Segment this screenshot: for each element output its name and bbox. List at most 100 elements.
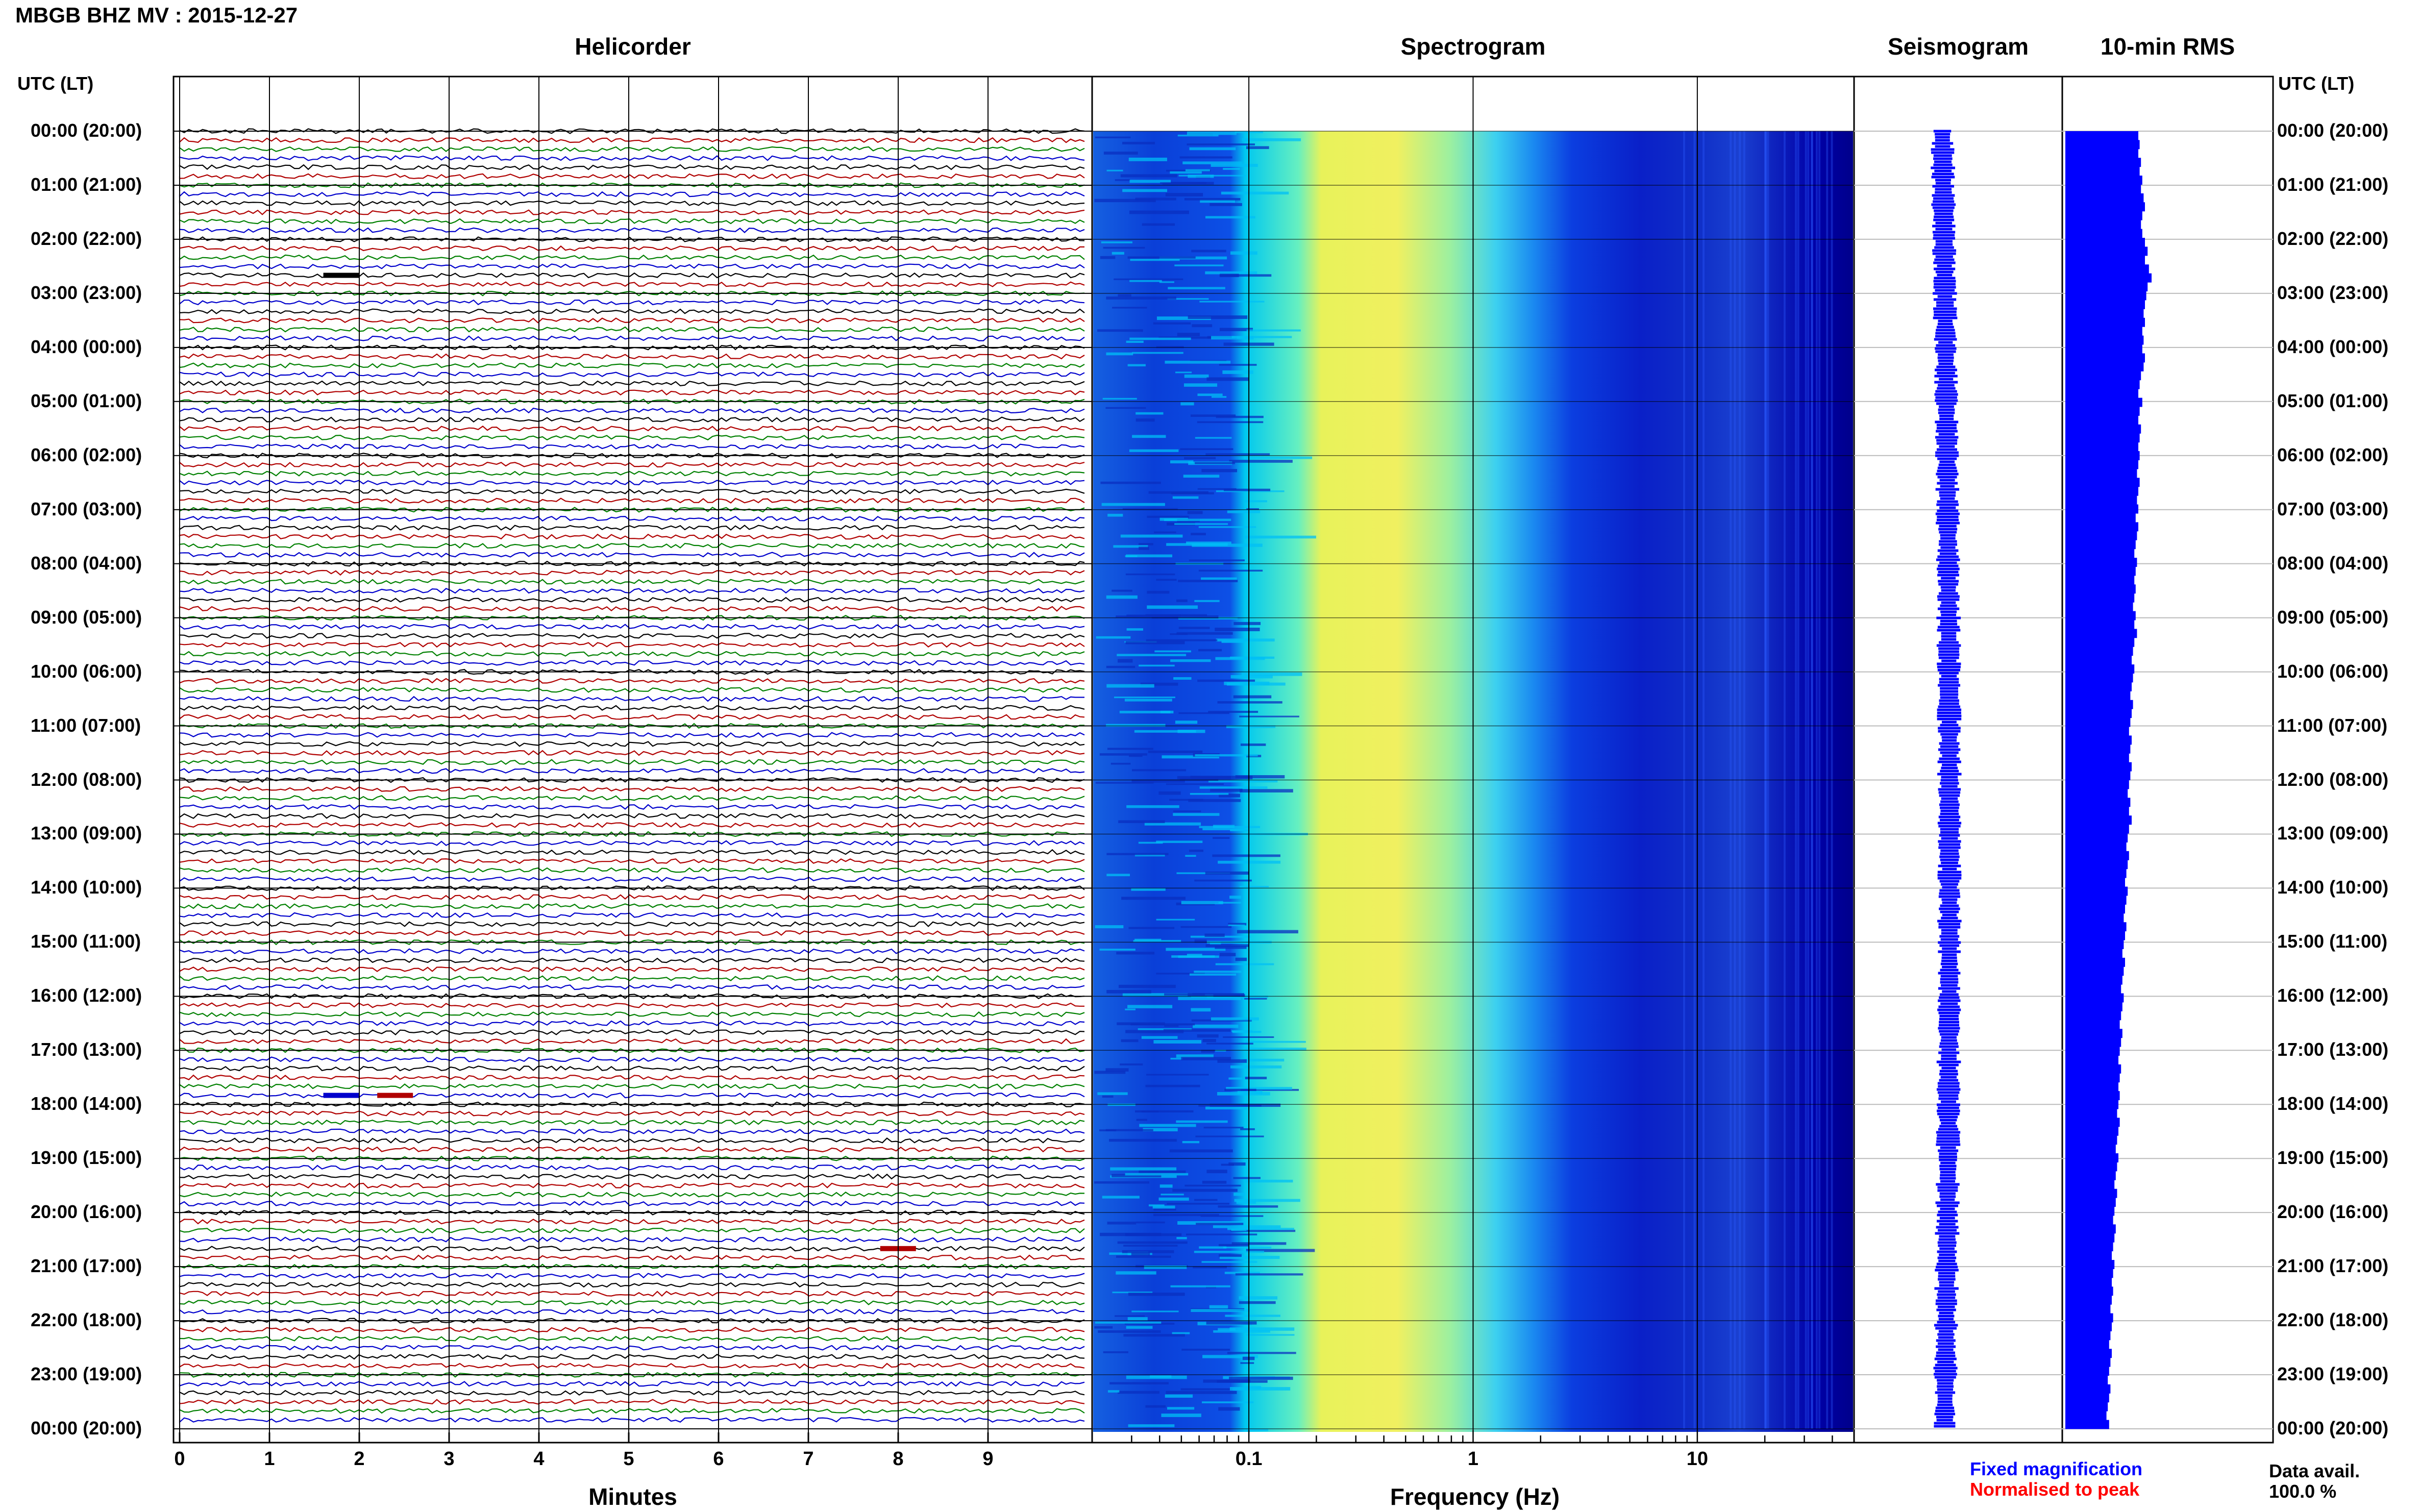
spectrogram-band bbox=[1218, 902, 1242, 904]
helicorder-trace bbox=[179, 1182, 1085, 1189]
spectrogram-band bbox=[1240, 1088, 1299, 1091]
spectrogram-band bbox=[1182, 161, 1243, 164]
time-label-left: 05:00 (01:00) bbox=[31, 390, 142, 411]
spectrogram-band bbox=[1106, 684, 1154, 688]
time-label-right: 01:00 (21:00) bbox=[2277, 173, 2389, 195]
spectrogram-band bbox=[1189, 559, 1245, 561]
spectrogram-band bbox=[1174, 264, 1224, 266]
spectrogram-band bbox=[1211, 164, 1258, 167]
spectrogram-band bbox=[1102, 1196, 1140, 1199]
rms-bar bbox=[2065, 1393, 2109, 1403]
spectrogram-band bbox=[1217, 1092, 1270, 1096]
rms-bar bbox=[2065, 726, 2129, 736]
rms-bar bbox=[2065, 344, 2142, 354]
spectrogram-band bbox=[1169, 799, 1203, 801]
helicorder-title: Helicorder bbox=[575, 33, 691, 60]
rms-bar bbox=[2065, 1402, 2108, 1411]
spectrogram-band bbox=[1115, 1315, 1145, 1317]
spectrogram-band bbox=[1107, 1390, 1120, 1393]
spectrogram-band bbox=[1132, 352, 1183, 354]
helicorder-trace bbox=[179, 515, 1085, 522]
rms-bar bbox=[2065, 1304, 2111, 1314]
spectrogram-band bbox=[1178, 580, 1238, 582]
helicorder-trace bbox=[179, 984, 1085, 990]
spectrogram-band bbox=[1189, 147, 1236, 151]
helicorder-trace bbox=[179, 912, 1085, 919]
rms-bar bbox=[2065, 211, 2142, 220]
helicorder-trace bbox=[179, 903, 1085, 909]
spectrogram-band bbox=[1194, 1251, 1265, 1253]
spectrogram-band bbox=[1231, 1242, 1287, 1245]
spectrogram-band bbox=[1144, 822, 1201, 826]
legend-fixed-magnification: Fixed magnification bbox=[1970, 1458, 2143, 1479]
rms-bar bbox=[2065, 540, 2136, 550]
rms-bar bbox=[2065, 166, 2140, 176]
rms-bar bbox=[2065, 860, 2128, 870]
time-label-right: 00:00 (20:00) bbox=[2277, 120, 2389, 141]
helicorder-trace bbox=[179, 1083, 1085, 1089]
spectrogram-band bbox=[1103, 1351, 1128, 1353]
spectrogram-band bbox=[1136, 412, 1164, 415]
helicorder-trace bbox=[179, 525, 1085, 531]
rms-bar bbox=[2065, 1153, 2118, 1162]
spectrogram-band bbox=[1230, 1065, 1282, 1069]
spectrogram-band bbox=[1147, 590, 1170, 594]
rms-bar bbox=[2065, 735, 2132, 745]
time-label-right: 16:00 (12:00) bbox=[2277, 985, 2389, 1006]
rms-bar bbox=[2065, 869, 2127, 878]
spectrogram-band bbox=[1231, 1229, 1247, 1231]
spectrogram-band bbox=[1096, 636, 1131, 639]
spectrogram-band bbox=[1185, 169, 1210, 171]
rms-bar bbox=[2065, 895, 2127, 905]
helicorder-trace bbox=[179, 1263, 1085, 1270]
spectrogram-band bbox=[1244, 1040, 1306, 1043]
helicorder-trace bbox=[179, 759, 1085, 765]
rms-bar bbox=[2065, 824, 2129, 834]
spectrogram-band bbox=[1198, 526, 1256, 528]
spectrogram-band bbox=[1239, 715, 1299, 717]
spectrogram-band bbox=[1191, 1008, 1211, 1012]
spectrogram-band bbox=[1151, 615, 1219, 619]
helicorder-trace bbox=[179, 254, 1085, 261]
helicorder-trace bbox=[179, 876, 1085, 882]
rms-bar bbox=[2065, 389, 2138, 399]
spectrogram-band bbox=[1095, 782, 1154, 784]
spectrogram-band bbox=[1102, 398, 1137, 400]
spectrogram-band bbox=[1245, 1077, 1267, 1079]
time-label-left: 18:00 (14:00) bbox=[31, 1093, 142, 1114]
spectrogram-band bbox=[1135, 1110, 1194, 1113]
spectrogram-band bbox=[1173, 677, 1192, 680]
helicorder-trace bbox=[179, 1192, 1085, 1198]
rms-bar bbox=[2065, 495, 2137, 505]
time-label-right: 06:00 (02:00) bbox=[2277, 444, 2389, 465]
helicorder-trace bbox=[179, 1219, 1085, 1225]
spectrogram-band bbox=[1236, 1201, 1256, 1204]
spectrogram-band bbox=[1219, 1256, 1280, 1259]
rms-bar bbox=[2065, 353, 2145, 363]
spectrogram-band bbox=[1145, 1084, 1200, 1087]
spectrogram-band bbox=[1117, 1022, 1165, 1025]
spectrogram-band bbox=[1127, 256, 1196, 259]
spectrogram-band bbox=[1189, 973, 1237, 976]
rms-bar bbox=[2065, 993, 2124, 1003]
spectrogram-band bbox=[1112, 1174, 1162, 1178]
rms-bar bbox=[2065, 957, 2125, 967]
rms-bar bbox=[2065, 753, 2129, 763]
spectrogram-band bbox=[1203, 1379, 1250, 1383]
rms-bar bbox=[2065, 1411, 2107, 1421]
seismogram-trace bbox=[1931, 130, 1962, 1428]
spectrogram-band bbox=[1144, 1265, 1187, 1269]
rms-bar bbox=[2065, 1206, 2115, 1216]
spectrogram-band bbox=[1175, 371, 1192, 374]
time-label-left: 08:00 (04:00) bbox=[31, 552, 142, 574]
spectrogram-band bbox=[1240, 1128, 1255, 1130]
helicorder-x-tick-label: 7 bbox=[803, 1448, 814, 1470]
time-label-left: 02:00 (22:00) bbox=[31, 228, 142, 249]
spectrogram-band bbox=[1175, 721, 1198, 724]
time-label-left: 20:00 (16:00) bbox=[31, 1201, 142, 1223]
helicorder-trace bbox=[179, 443, 1085, 450]
helicorder-trace bbox=[179, 777, 1085, 783]
seismogram-title: Seismogram bbox=[1887, 33, 2029, 60]
spectrogram-band bbox=[1127, 1005, 1173, 1008]
helicorder-trace bbox=[179, 1417, 1085, 1424]
